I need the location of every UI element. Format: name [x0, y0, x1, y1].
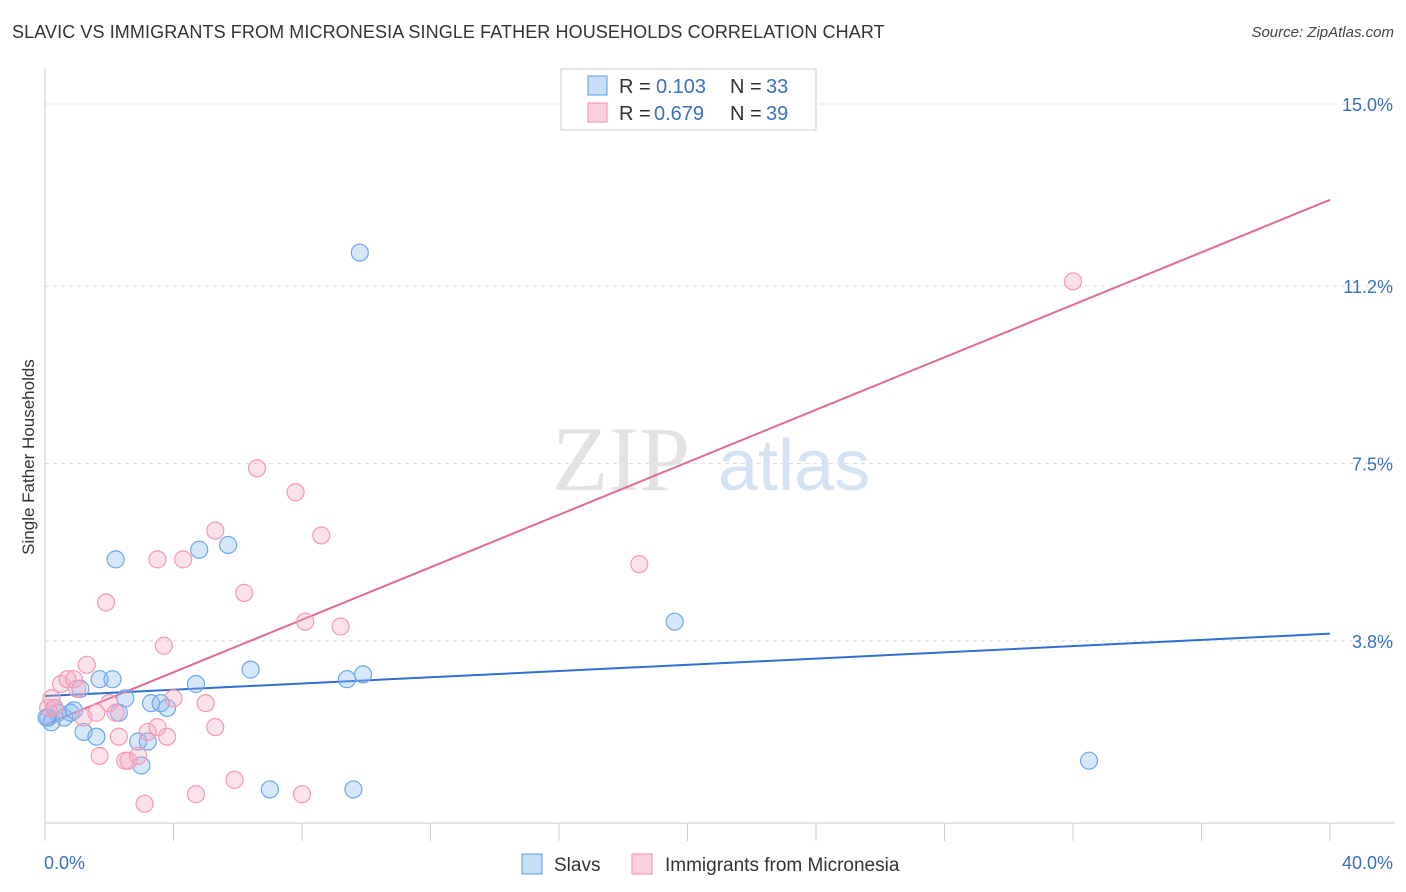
gridlines — [45, 103, 1395, 642]
legend-n-value-2: 39 — [766, 103, 788, 125]
legend-swatch-slavs — [587, 75, 608, 96]
micronesia-point — [157, 727, 177, 746]
slavs-point — [90, 670, 109, 689]
slavs-point — [106, 550, 125, 569]
micronesia-point — [138, 722, 157, 742]
micronesia-point — [135, 794, 154, 813]
slavs-point — [665, 612, 684, 631]
watermark-zip: ZIP — [552, 408, 690, 510]
trend-lines — [44, 198, 1331, 726]
axes — [44, 68, 1395, 841]
micronesia-point — [100, 694, 119, 713]
slavs-point — [64, 701, 84, 720]
slavs-point — [116, 689, 135, 708]
y-tick-label: 7.5% — [1352, 454, 1393, 474]
micronesia-point — [39, 698, 58, 718]
micronesia-point — [312, 526, 331, 545]
chart-source: Source: ZipAtlas.com — [1251, 24, 1394, 41]
legend-r-label-1: R = — [619, 76, 651, 98]
micronesia-point — [96, 593, 116, 612]
micronesia-point — [225, 770, 244, 789]
micronesia-point — [64, 670, 84, 689]
bottom-legend-swatch-micronesia — [631, 853, 653, 875]
micronesia-point — [196, 694, 215, 713]
legend-n-label-2: N = — [730, 103, 762, 125]
data-points — [37, 243, 1099, 813]
y-tick-labels: 3.8% 7.5% 11.2% 15.0% — [1342, 95, 1393, 652]
micronesia-point — [630, 555, 649, 574]
slavs-point — [260, 780, 279, 799]
micronesia-point — [174, 550, 193, 569]
micronesia-point — [331, 617, 350, 636]
x-tick-labels: 0.0% 40.0% — [44, 853, 1393, 873]
trend-line-slavs — [44, 632, 1331, 697]
micronesia-point — [148, 550, 167, 569]
chart-title: SLAVIC VS IMMIGRANTS FROM MICRONESIA SIN… — [12, 22, 885, 42]
micronesia-point — [206, 718, 225, 737]
bottom-legend: Slavs Immigrants from Micronesia — [521, 853, 900, 876]
legend-r-value-2: 0.679 — [654, 103, 704, 125]
slavs-point — [186, 674, 206, 694]
y-axis-label: Single Father Households — [19, 359, 38, 555]
y-tick-label: 15.0% — [1342, 95, 1393, 115]
micronesia-point — [68, 679, 87, 698]
micronesia-point — [109, 727, 128, 746]
micronesia-point — [164, 689, 183, 708]
slavs-point — [344, 780, 363, 799]
legend-r-value-1: 0.103 — [656, 76, 706, 98]
bottom-legend-label-micronesia: Immigrants from Micronesia — [665, 855, 900, 876]
slavs-point — [350, 243, 369, 262]
micronesia-point — [87, 703, 106, 722]
slavs-point — [337, 670, 357, 689]
legend-swatch-micronesia — [587, 102, 608, 123]
slavs-point — [219, 535, 238, 555]
micronesia-point — [42, 689, 61, 708]
watermark: ZIP atlas — [552, 408, 870, 510]
micronesia-point — [129, 746, 148, 765]
micronesia-point — [154, 636, 173, 655]
slavs-point — [190, 540, 209, 559]
bottom-legend-label-slavs: Slavs — [554, 855, 600, 876]
slavs-point — [1079, 751, 1099, 770]
bottom-legend-swatch-slavs — [521, 853, 543, 875]
micronesia-point — [247, 459, 267, 478]
y-tick-label: 3.8% — [1352, 632, 1393, 652]
slavs-point — [129, 732, 148, 751]
micronesia-point — [45, 698, 64, 718]
micronesia-point — [235, 583, 254, 603]
micronesia-point — [286, 483, 305, 502]
legend-n-label-1: N = — [730, 76, 762, 98]
micronesia-point — [90, 746, 109, 765]
legend-r-label-2: R = — [619, 103, 651, 125]
micronesia-point — [58, 670, 77, 689]
micronesia-point — [77, 655, 96, 674]
slavs-point — [353, 665, 373, 684]
slavs-point — [138, 732, 157, 751]
micronesia-point — [206, 521, 225, 540]
trend-line-micronesia — [44, 198, 1331, 726]
micronesia-point — [148, 718, 167, 737]
x-tick-label-min: 0.0% — [44, 853, 85, 873]
slavs-point — [157, 698, 177, 718]
micronesia-point — [296, 612, 315, 631]
slavs-point — [241, 660, 260, 679]
micronesia-point — [186, 785, 206, 804]
micronesia-point — [292, 785, 312, 804]
micronesia-point — [119, 751, 138, 770]
slavs-point — [103, 670, 122, 689]
legend-box: R = 0.103 N = 33 R = 0.679 N = 39 — [560, 68, 817, 131]
y-tick-label: 11.2% — [1343, 277, 1393, 297]
watermark-atlas: atlas — [718, 426, 870, 506]
legend-n-value-1: 33 — [766, 76, 788, 98]
micronesia-point — [1063, 272, 1083, 291]
slavs-point — [87, 727, 106, 746]
micronesia-point — [106, 703, 125, 722]
x-tick-label-max: 40.0% — [1342, 853, 1393, 873]
